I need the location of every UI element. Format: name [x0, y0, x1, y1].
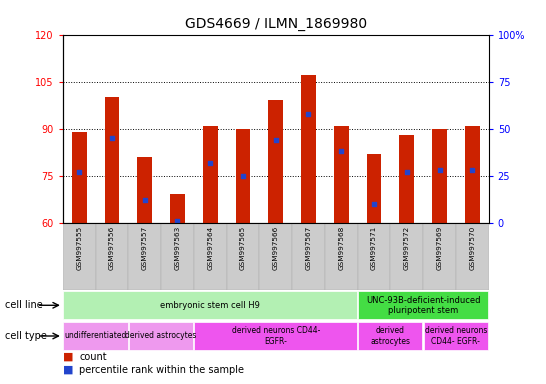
Bar [194, 322, 357, 350]
Text: embryonic stem cell H9: embryonic stem cell H9 [161, 301, 260, 310]
Text: GSM997570: GSM997570 [470, 225, 475, 270]
Text: undifferentiated: undifferentiated [64, 331, 127, 341]
Point [108, 135, 116, 141]
Text: GSM997557: GSM997557 [142, 225, 147, 270]
Bar [358, 291, 488, 319]
Point [435, 167, 444, 173]
Bar [138, 157, 152, 223]
Text: GSM997569: GSM997569 [437, 225, 442, 270]
Bar [456, 223, 489, 290]
Text: derived astrocytes: derived astrocytes [126, 331, 197, 341]
Bar [301, 75, 316, 223]
Text: GSM997567: GSM997567 [306, 225, 311, 270]
Text: ■: ■ [63, 352, 73, 362]
Text: GSM997565: GSM997565 [240, 225, 246, 270]
Bar [227, 223, 259, 290]
Text: ■: ■ [63, 365, 73, 375]
Bar [72, 132, 87, 223]
Text: GSM997566: GSM997566 [273, 225, 278, 270]
Bar [390, 223, 423, 290]
Bar [63, 322, 128, 350]
Bar [432, 129, 447, 223]
Bar [292, 223, 325, 290]
Bar [161, 223, 194, 290]
Text: derived neurons
CD44- EGFR-: derived neurons CD44- EGFR- [425, 326, 487, 346]
Bar [203, 126, 217, 223]
Text: derived neurons CD44-
EGFR-: derived neurons CD44- EGFR- [232, 326, 320, 346]
Point [239, 173, 247, 179]
Point [206, 159, 215, 166]
Text: GSM997572: GSM997572 [404, 225, 410, 270]
Point [271, 137, 280, 143]
Bar [325, 223, 358, 290]
Text: GSM997563: GSM997563 [175, 225, 180, 270]
Bar [367, 154, 381, 223]
Bar [423, 223, 456, 290]
Bar [63, 291, 357, 319]
Text: cell line: cell line [5, 300, 43, 310]
Text: GSM997564: GSM997564 [207, 225, 213, 270]
Bar [424, 322, 488, 350]
Bar [170, 195, 185, 223]
Bar [129, 322, 193, 350]
Text: GSM997555: GSM997555 [76, 225, 82, 270]
Text: UNC-93B-deficient-induced
pluripotent stem: UNC-93B-deficient-induced pluripotent st… [366, 296, 480, 315]
Point [75, 169, 84, 175]
Point [402, 169, 411, 175]
Bar [96, 223, 128, 290]
Text: percentile rank within the sample: percentile rank within the sample [79, 365, 244, 375]
Text: GSM997571: GSM997571 [371, 225, 377, 270]
Bar [358, 223, 390, 290]
Bar [63, 223, 96, 290]
Bar [194, 223, 227, 290]
Text: cell type: cell type [5, 331, 48, 341]
Text: derived
astrocytes: derived astrocytes [370, 326, 411, 346]
Point [304, 111, 313, 117]
Bar [259, 223, 292, 290]
Point [337, 148, 346, 154]
Bar [105, 97, 119, 223]
Bar [358, 322, 423, 350]
Point [370, 201, 378, 207]
Point [140, 197, 149, 203]
Text: count: count [79, 352, 107, 362]
Text: GDS4669 / ILMN_1869980: GDS4669 / ILMN_1869980 [185, 17, 367, 31]
Bar [465, 126, 479, 223]
Text: GSM997568: GSM997568 [339, 225, 344, 270]
Bar [128, 223, 161, 290]
Bar [334, 126, 348, 223]
Bar [236, 129, 250, 223]
Bar [268, 101, 283, 223]
Point [468, 167, 477, 173]
Point [173, 218, 182, 224]
Text: GSM997556: GSM997556 [109, 225, 115, 270]
Bar [400, 135, 414, 223]
